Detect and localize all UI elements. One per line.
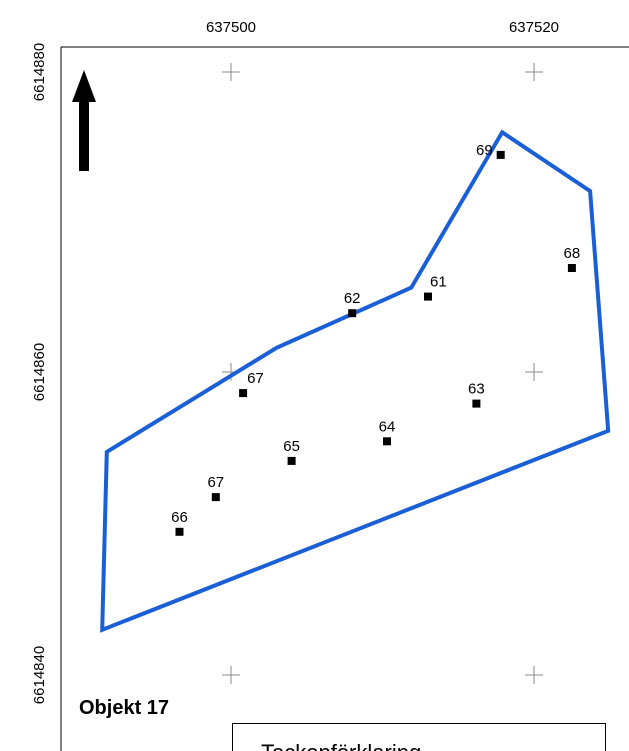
- sample-point-marker: [211, 493, 220, 502]
- grid-cross: [525, 363, 543, 381]
- sample-point-marker: [175, 527, 184, 536]
- sample-point-label: 62: [344, 290, 361, 307]
- sample-points: 69 68 61 62 67 63 64 65 67 66: [171, 142, 580, 536]
- sample-point-label: 67: [207, 474, 224, 491]
- sample-point-label: 64: [379, 418, 396, 435]
- object-title: Objekt 17: [79, 697, 170, 719]
- grid-cross: [525, 63, 543, 81]
- legend-box: Teckenförklaring: [232, 723, 606, 751]
- north-arrow-icon: [72, 70, 96, 171]
- sample-point-marker: [496, 150, 505, 159]
- sample-point-marker: [383, 437, 391, 446]
- sample-point-label: 61: [430, 274, 447, 291]
- sample-point-marker: [567, 264, 576, 272]
- sample-point-marker: [472, 399, 481, 408]
- x-tick-label: 637500: [206, 19, 256, 36]
- grid-crosses: [222, 63, 543, 684]
- sample-point-label: 69: [476, 142, 493, 159]
- sample-point-label: 68: [564, 245, 581, 262]
- sample-point-marker: [348, 309, 357, 318]
- sample-point-marker: [424, 292, 432, 301]
- sample-point-label: 66: [171, 509, 188, 526]
- grid-cross: [222, 63, 240, 81]
- legend-title: Teckenförklaring: [261, 740, 421, 751]
- sample-point-label: 67: [247, 370, 264, 387]
- sample-point-label: 63: [468, 381, 485, 398]
- sample-point-marker: [287, 456, 296, 465]
- sample-point-label: 65: [283, 438, 300, 455]
- y-tick-label: 6614840: [31, 646, 48, 704]
- y-tick-label: 6614880: [31, 43, 48, 101]
- grid-cross: [525, 666, 543, 684]
- y-tick-label: 6614860: [31, 343, 48, 401]
- x-tick-label: 637520: [509, 19, 559, 36]
- grid-cross: [222, 666, 240, 684]
- sample-point-marker: [239, 389, 248, 398]
- property-boundary: [100, 129, 611, 633]
